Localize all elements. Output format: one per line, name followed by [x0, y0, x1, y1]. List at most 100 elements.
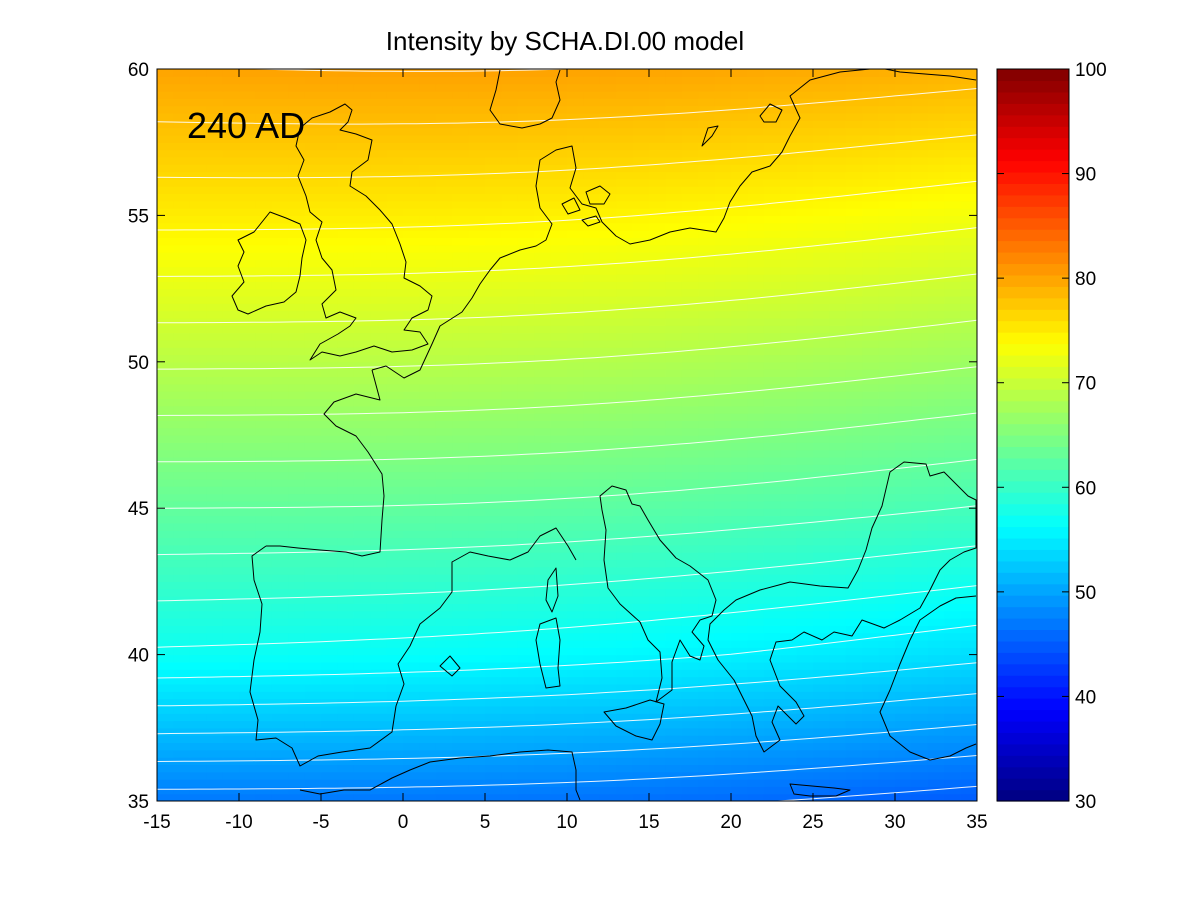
field-cell — [747, 661, 765, 670]
field-cell — [796, 478, 814, 487]
field-cell — [173, 171, 191, 180]
field-cell — [813, 522, 830, 531]
field-cell — [567, 735, 584, 744]
field-cell — [255, 310, 273, 319]
field-cell — [321, 683, 338, 692]
field-cell — [845, 398, 863, 407]
field-cell — [616, 134, 634, 143]
field-cell — [599, 112, 617, 121]
field-cell — [419, 581, 437, 590]
field-cell — [485, 215, 502, 224]
field-cell — [649, 749, 666, 758]
field-cell — [895, 793, 912, 801]
field-cell — [632, 654, 650, 663]
field-cell — [239, 661, 256, 670]
field-cell — [714, 112, 732, 121]
field-cell — [829, 354, 847, 363]
field-cell — [698, 618, 716, 626]
field-cell — [189, 134, 207, 143]
field-cell — [714, 435, 732, 443]
field-cell — [304, 193, 322, 202]
field-cell — [960, 544, 977, 553]
field-cell — [452, 669, 470, 678]
field-cell — [862, 625, 880, 634]
field-cell — [944, 398, 962, 407]
field-cell — [501, 574, 519, 582]
field-cell — [895, 164, 912, 173]
field-cell — [681, 632, 699, 641]
field-cell — [386, 757, 404, 765]
field-cell — [878, 698, 896, 707]
field-cell — [435, 427, 453, 436]
field-cell — [698, 435, 716, 443]
field-cell — [698, 654, 716, 663]
field-cell — [599, 266, 617, 275]
field-cell — [944, 259, 962, 268]
field-cell — [616, 405, 634, 414]
field-cell — [337, 76, 355, 85]
field-cell — [813, 735, 830, 744]
field-cell — [960, 442, 977, 451]
field-cell — [616, 288, 634, 297]
field-cell — [222, 647, 240, 656]
field-cell — [698, 134, 716, 143]
field-cell — [567, 178, 584, 187]
field-cell — [239, 288, 256, 297]
field-cell — [468, 683, 486, 692]
field-cell — [271, 215, 289, 224]
field-cell — [796, 281, 814, 290]
field-cell — [189, 486, 207, 495]
field-cell — [796, 215, 814, 224]
field-cell — [206, 361, 224, 370]
field-cell — [845, 127, 863, 136]
field-cell — [370, 508, 388, 517]
field-cell — [419, 552, 437, 561]
field-cell — [517, 310, 535, 319]
field-cell — [189, 749, 207, 758]
field-cell — [304, 178, 322, 187]
field-cell — [829, 76, 847, 85]
field-cell — [632, 149, 650, 158]
field-cell — [944, 515, 962, 524]
field-cell — [698, 625, 716, 634]
field-cell — [862, 742, 880, 751]
field-cell — [616, 303, 634, 312]
field-cell — [895, 339, 912, 348]
field-cell — [862, 134, 880, 143]
field-cell — [747, 720, 765, 729]
field-cell — [534, 98, 552, 107]
field-cell — [599, 449, 617, 458]
field-cell — [665, 705, 683, 714]
field-cell — [435, 508, 453, 517]
field-cell — [485, 757, 502, 765]
field-cell — [157, 244, 174, 253]
field-cell — [321, 208, 338, 216]
field-cell — [944, 90, 962, 99]
field-cell — [649, 332, 666, 341]
field-cell — [271, 639, 289, 648]
field-cell — [878, 493, 896, 502]
field-cell — [731, 581, 748, 590]
field-cell — [304, 669, 322, 678]
field-cell — [796, 193, 814, 202]
field-cell — [288, 281, 306, 290]
field-cell — [829, 230, 847, 238]
field-cell — [468, 273, 486, 282]
field-cell — [681, 625, 699, 634]
field-cell — [665, 303, 683, 312]
field-cell — [632, 164, 650, 173]
field-cell — [567, 383, 584, 392]
field-cell — [222, 435, 240, 443]
field-cell — [517, 698, 535, 707]
field-cell — [599, 288, 617, 297]
field-cell — [337, 471, 355, 480]
field-cell — [665, 332, 683, 341]
field-cell — [845, 727, 863, 736]
field-cell — [550, 303, 568, 312]
field-cell — [763, 486, 781, 495]
field-cell — [763, 156, 781, 165]
field-cell — [337, 654, 355, 663]
field-cell — [468, 134, 486, 143]
field-cell — [599, 698, 617, 707]
field-cell — [960, 90, 977, 99]
